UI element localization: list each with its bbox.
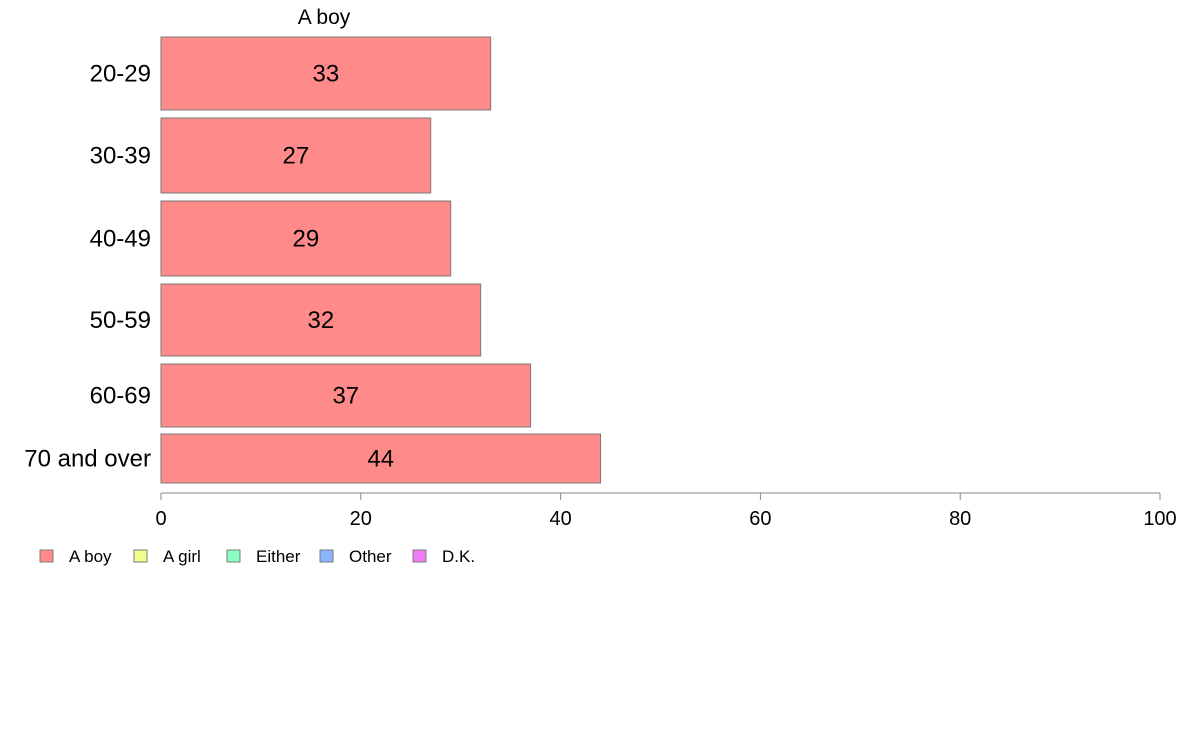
bar-30-39 [160,117,432,194]
x-tick-label: 80 [949,508,971,530]
data-label: 29 [293,226,320,253]
x-tick-label: 40 [549,508,571,530]
data-label: 37 [332,383,359,410]
x-tick-label: 100 [1143,508,1176,530]
x-tick-label: 60 [749,508,771,530]
legend-label: Either [256,547,301,566]
category-label: 20-29 [90,61,151,88]
legend-label: D.K. [442,547,475,566]
x-tick-label: 20 [350,508,372,530]
data-label: 32 [307,307,334,334]
chart-title: A boy [298,6,351,29]
legend-label: Other [349,547,392,566]
bar-40-49 [160,200,452,277]
legend-label: A boy [69,547,112,566]
legend-swatch [39,549,54,563]
legend-swatch [412,549,427,563]
bars-group: 20-29 33 30-39 27 40-49 29 50-59 32 60-69 37 70 an… [24,36,602,484]
x-tick-label: 0 [155,508,166,530]
data-label: 33 [312,61,339,88]
category-label: 50-59 [90,307,151,334]
category-label: 40-49 [90,226,151,253]
category-label: 70 and over [24,446,151,473]
legend-swatch [319,549,334,563]
category-label: 30-39 [90,143,151,170]
bar-60-69 [160,363,532,428]
bar-50-59 [160,283,482,357]
x-axis: 0 20 40 60 80 100 [155,492,1177,530]
bar-70-and-over [160,433,602,484]
data-label: 44 [367,446,394,473]
legend-swatch [226,549,241,563]
legend: A boy A girl Either Other D.K. [39,547,475,566]
legend-label: A girl [163,547,201,566]
legend-swatch [133,549,148,563]
data-label: 27 [283,143,310,170]
category-label: 60-69 [90,383,151,410]
bar-20-29 [160,36,492,111]
